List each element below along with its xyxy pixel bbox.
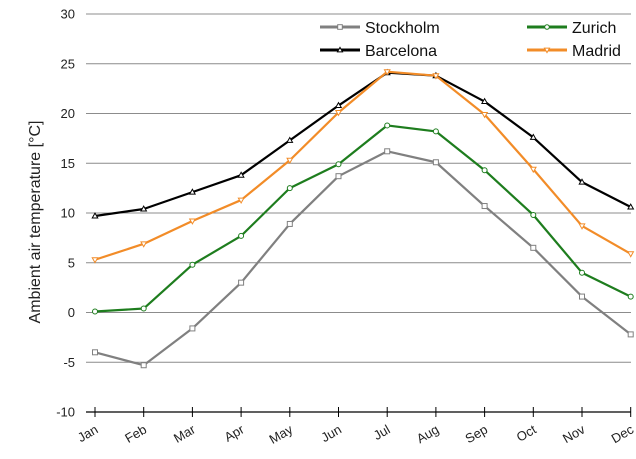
series-lines	[91, 68, 635, 369]
data-point-madrid	[237, 197, 245, 204]
data-point-zurich	[335, 161, 342, 168]
data-point-madrid	[286, 157, 294, 165]
data-point-madrid	[334, 110, 343, 117]
data-point-zurich	[530, 211, 537, 218]
data-point-barcelona	[627, 203, 635, 210]
x-tick-labels: JanFebMarAprMayJunJulAugSepOctNovDecYear	[75, 421, 636, 447]
y-tick-label: 0	[68, 305, 75, 320]
legend-marker-madrid	[543, 47, 551, 54]
y-tick-label: 10	[61, 206, 75, 221]
data-point-zurich	[579, 269, 585, 276]
legend-marker-barcelona	[336, 46, 344, 53]
series-line-stockholm	[94, 150, 632, 367]
x-tick-label: May	[267, 421, 296, 447]
legend-label-zurich: Zurich	[572, 20, 616, 37]
data-point-stockholm	[238, 279, 245, 286]
x-tick-label: Feb	[122, 422, 149, 446]
legend: Stockholm Zurich Barcelona Madrid	[320, 20, 621, 60]
data-point-zurich	[432, 128, 439, 135]
x-tick-label: Jan	[75, 422, 101, 445]
data-point-zurich	[189, 261, 196, 268]
data-point-stockholm	[579, 293, 585, 300]
data-point-madrid	[383, 69, 391, 76]
data-point-zurich	[384, 122, 391, 129]
series-zurich	[92, 122, 634, 315]
data-point-zurich	[92, 308, 98, 315]
x-tick-label: Mar	[171, 421, 198, 446]
data-point-stockholm	[384, 148, 391, 155]
data-point-madrid	[91, 257, 99, 264]
data-point-madrid	[432, 73, 440, 80]
y-tick-label: -10	[56, 405, 75, 420]
x-tick-label: Jul	[371, 422, 393, 443]
data-point-stockholm	[140, 362, 147, 369]
x-tick-label: Aug	[414, 422, 442, 447]
series-madrid	[91, 69, 635, 264]
data-point-barcelona	[188, 188, 197, 195]
legend-label-stockholm: Stockholm	[365, 20, 440, 37]
data-point-barcelona	[286, 136, 294, 143]
data-point-barcelona	[237, 171, 245, 178]
legend-item-stockholm: Stockholm	[320, 20, 440, 37]
data-point-barcelona	[140, 205, 148, 212]
data-point-zurich	[481, 167, 488, 174]
data-point-stockholm	[481, 203, 488, 210]
x-tick-label: Dec	[609, 421, 636, 446]
data-point-zurich	[627, 293, 634, 300]
data-point-stockholm	[530, 244, 537, 251]
series-line-zurich	[94, 124, 632, 313]
data-point-zurich	[238, 232, 245, 239]
x-tick-label: Jun	[318, 422, 344, 445]
legend-item-barcelona: Barcelona	[320, 43, 437, 60]
data-point-madrid	[578, 223, 586, 230]
series-line-madrid	[94, 70, 632, 261]
data-point-stockholm	[189, 325, 196, 332]
x-tick-label: Nov	[560, 421, 588, 446]
y-axis-title: Ambient air temperature [°C]	[27, 121, 44, 324]
y-tick-labels: 30 25 20 15 10 5 0 -5 -10	[56, 7, 75, 420]
legend-item-madrid: Madrid	[527, 43, 621, 60]
y-tick-label: 25	[61, 56, 75, 71]
data-point-stockholm	[92, 349, 98, 356]
x-tick-label: Apr	[222, 421, 248, 444]
legend-label-madrid: Madrid	[572, 43, 621, 60]
data-point-stockholm	[627, 331, 634, 338]
data-point-barcelona	[578, 178, 586, 185]
series-line-barcelona	[94, 71, 632, 218]
y-tick-label: 20	[61, 106, 75, 121]
data-point-stockholm	[286, 220, 293, 227]
gridlines	[86, 13, 631, 363]
y-tick-label: 30	[61, 7, 75, 22]
data-point-madrid	[529, 166, 537, 174]
series-stockholm	[92, 148, 634, 369]
data-point-barcelona	[91, 212, 99, 219]
x-tick-label: Oct	[514, 421, 539, 444]
data-point-stockholm	[335, 173, 342, 180]
data-point-barcelona	[529, 133, 537, 140]
data-point-madrid	[188, 218, 197, 225]
legend-marker-stockholm	[337, 24, 343, 30]
data-point-barcelona	[480, 97, 489, 105]
legend-item-zurich: Zurich	[527, 20, 616, 37]
x-tick-label: Sep	[463, 422, 491, 447]
data-point-barcelona	[334, 101, 343, 109]
data-point-stockholm	[432, 159, 439, 166]
legend-marker-zurich	[544, 24, 550, 30]
legend-label-barcelona: Barcelona	[365, 43, 437, 60]
data-point-madrid	[140, 241, 148, 248]
x-axis	[86, 407, 632, 417]
data-point-madrid	[627, 251, 635, 258]
data-point-madrid	[480, 111, 489, 119]
y-tick-label: 5	[68, 255, 75, 270]
data-point-zurich	[140, 305, 147, 312]
y-tick-label: -5	[63, 355, 75, 370]
data-point-zurich	[286, 185, 293, 192]
y-tick-label: 15	[61, 156, 75, 171]
